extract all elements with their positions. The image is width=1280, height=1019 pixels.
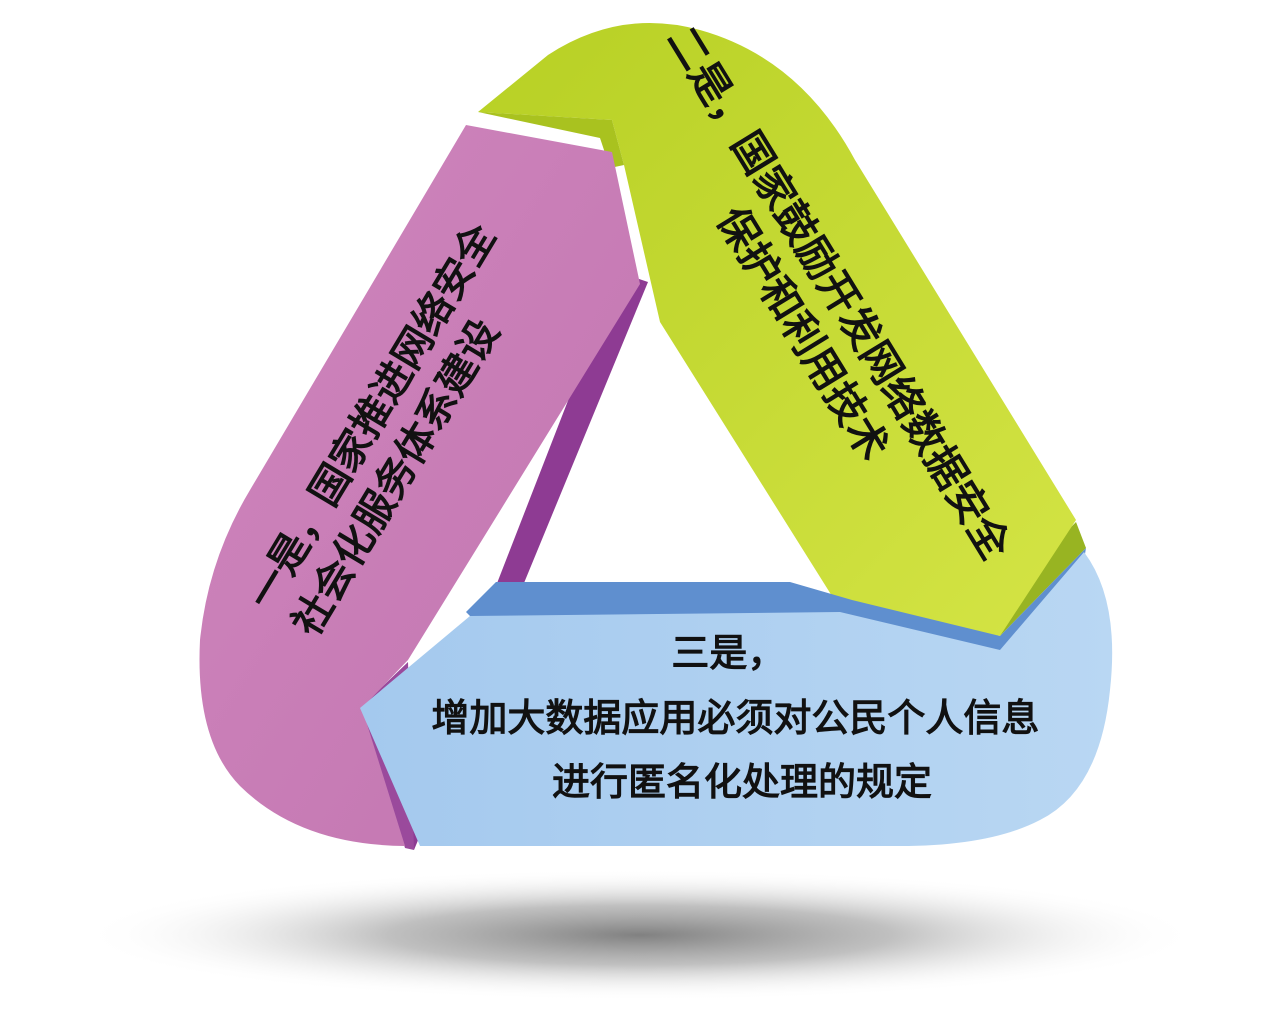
- segment-three-line-3: 进行匿名化处理的规定: [552, 760, 932, 804]
- segment-one-face: [199, 125, 640, 846]
- segment-three: 三是， 增加大数据应用必须对公民个人信息 进行匿名化处理的规定: [360, 548, 1113, 846]
- segment-three-face: [360, 552, 1113, 846]
- segment-three-line-1: 三是，: [671, 631, 785, 675]
- floor-shadow: [80, 869, 1200, 1001]
- segment-three-line-2: 增加大数据应用必须对公民个人信息: [431, 696, 1039, 740]
- segment-three-text: 三是， 增加大数据应用必须对公民个人信息 进行匿名化处理的规定: [431, 631, 1052, 804]
- segment-two-face: [478, 22, 1076, 636]
- segment-two-notch: [478, 112, 624, 168]
- segment-three-bevel: [466, 548, 1086, 656]
